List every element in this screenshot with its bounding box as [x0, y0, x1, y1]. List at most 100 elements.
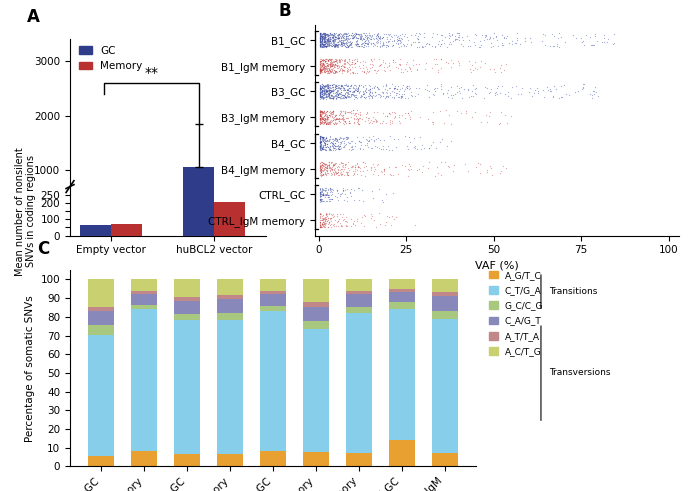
Point	[314, 108, 325, 116]
Point	[314, 142, 325, 150]
Point	[532, 88, 543, 96]
Point	[354, 196, 365, 204]
Point	[332, 64, 344, 72]
Point	[318, 165, 330, 173]
Point	[333, 171, 344, 179]
Point	[384, 120, 395, 128]
Point	[361, 40, 372, 48]
Point	[456, 83, 467, 91]
Point	[318, 87, 329, 95]
Point	[330, 29, 342, 37]
Point	[328, 165, 339, 173]
Point	[325, 142, 336, 150]
Point	[363, 89, 374, 97]
Point	[314, 29, 326, 37]
Point	[406, 41, 417, 49]
Point	[372, 117, 383, 125]
Point	[323, 197, 334, 205]
Point	[314, 111, 325, 119]
Point	[321, 57, 332, 65]
Point	[326, 210, 337, 218]
Point	[333, 34, 344, 42]
Point	[323, 91, 334, 99]
Point	[321, 197, 332, 205]
Point	[389, 93, 400, 101]
Point	[325, 35, 336, 43]
Point	[314, 40, 325, 48]
Point	[393, 93, 404, 101]
Point	[318, 222, 329, 230]
Point	[342, 164, 354, 172]
Point	[377, 89, 388, 97]
Point	[330, 137, 342, 145]
Point	[436, 31, 447, 39]
Point	[324, 145, 335, 153]
Point	[372, 83, 383, 91]
Point	[316, 94, 328, 102]
Point	[314, 90, 326, 98]
Point	[340, 140, 351, 148]
Point	[316, 172, 327, 180]
Point	[358, 93, 370, 101]
Point	[323, 191, 334, 198]
Point	[327, 144, 338, 152]
Bar	[389, 309, 414, 440]
Point	[359, 172, 370, 180]
Point	[365, 92, 377, 100]
Point	[319, 62, 330, 70]
Point	[315, 144, 326, 152]
Point	[405, 65, 416, 73]
Point	[318, 119, 330, 127]
Point	[316, 192, 327, 200]
Point	[483, 111, 494, 119]
Point	[324, 94, 335, 102]
Point	[471, 90, 482, 98]
Point	[564, 91, 575, 99]
Point	[330, 216, 341, 223]
Point	[316, 220, 327, 228]
Point	[368, 136, 379, 144]
Point	[318, 216, 330, 223]
Point	[326, 82, 337, 89]
Point	[443, 31, 454, 39]
Point	[321, 215, 332, 222]
Point	[484, 108, 496, 116]
Point	[342, 114, 354, 122]
Point	[352, 87, 363, 95]
Point	[362, 116, 373, 124]
Point	[548, 42, 559, 50]
Point	[401, 82, 412, 89]
Point	[365, 85, 376, 93]
Point	[430, 144, 441, 152]
Point	[317, 89, 328, 97]
Point	[340, 43, 351, 51]
Point	[552, 42, 563, 50]
Point	[319, 33, 330, 41]
Point	[452, 108, 463, 115]
Point	[479, 83, 490, 91]
Point	[344, 117, 355, 125]
Point	[335, 29, 346, 37]
Point	[335, 89, 346, 97]
Point	[447, 167, 458, 175]
Point	[339, 39, 350, 47]
Point	[364, 38, 375, 46]
Point	[318, 41, 329, 49]
Point	[321, 63, 332, 71]
Point	[427, 29, 438, 37]
Point	[330, 139, 341, 147]
Point	[326, 94, 337, 102]
Point	[341, 93, 352, 101]
Point	[321, 31, 332, 39]
Point	[347, 34, 358, 42]
Point	[332, 189, 344, 197]
Point	[316, 144, 328, 152]
Point	[343, 119, 354, 127]
Point	[353, 115, 364, 123]
Point	[342, 170, 354, 178]
Point	[384, 110, 395, 118]
Point	[365, 85, 376, 93]
Point	[382, 89, 393, 97]
Point	[315, 116, 326, 124]
Point	[315, 163, 326, 170]
